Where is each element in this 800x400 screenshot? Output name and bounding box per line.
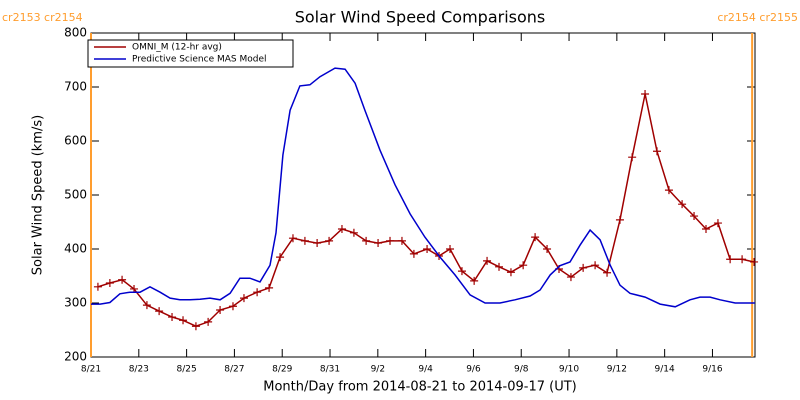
legend-label: Predictive Science MAS Model (132, 55, 267, 65)
data-point (690, 212, 699, 221)
data-point (265, 283, 274, 292)
y-tick-label: 600 (64, 134, 87, 148)
y-tick-label: 300 (64, 296, 87, 310)
x-tick-label: 9/2 (371, 365, 385, 375)
data-point (168, 313, 177, 322)
x-tick-label: 9/16 (702, 365, 722, 375)
series-line (91, 67, 755, 308)
data-point (470, 276, 479, 285)
x-tick-label: 8/29 (272, 365, 292, 375)
data-point (678, 200, 687, 209)
data-point (531, 233, 540, 242)
data-point (276, 253, 285, 262)
x-tick-label: 8/27 (224, 365, 244, 375)
data-point (750, 257, 759, 266)
legend: OMNI_M (12-hr avg) Predictive Science MAS… (87, 39, 294, 68)
data-point (483, 256, 492, 265)
x-tick-label: 8/31 (320, 365, 340, 375)
data-point (155, 307, 164, 316)
x-tick-label: 9/14 (655, 365, 675, 375)
data-point (253, 288, 262, 297)
data-point (713, 219, 722, 228)
x-tick-label: 8/25 (176, 365, 196, 375)
data-point (362, 236, 371, 245)
data-point (579, 263, 588, 272)
data-point (325, 236, 334, 245)
data-point (386, 236, 395, 245)
y-axis-label: Solar Wind Speed (km/s) (31, 115, 46, 275)
data-point (566, 273, 575, 282)
data-point (506, 268, 515, 277)
x-tick-label: 8/23 (129, 365, 149, 375)
data-point (615, 215, 624, 224)
x-tick-label: 9/12 (607, 365, 627, 375)
data-point (457, 267, 466, 276)
data-point (204, 317, 213, 326)
data-point (446, 245, 455, 253)
x-tick-label: 9/8 (514, 365, 529, 375)
data-point (105, 279, 114, 288)
x-tick-label: 9/10 (559, 365, 579, 375)
data-point (495, 262, 504, 271)
data-point (519, 261, 528, 270)
data-point (93, 282, 102, 291)
data-point (313, 239, 322, 248)
data-point (641, 90, 650, 99)
data-point (653, 147, 662, 156)
x-axis-label: Month/Day from 2014-08-21 to 2014-09-17 … (263, 380, 576, 395)
y-tick-label: 700 (64, 80, 87, 94)
y-tick-label: 200 (64, 350, 87, 364)
data-point (738, 255, 747, 264)
data-point (628, 153, 637, 162)
data-point (142, 301, 151, 310)
y-tick-label: 400 (64, 242, 87, 256)
data-point (288, 234, 297, 243)
data-point (239, 294, 248, 303)
data-point (664, 186, 673, 195)
x-tick-label: 9/6 (466, 365, 481, 375)
data-point (726, 255, 735, 264)
data-point (423, 245, 432, 253)
data-point (374, 239, 383, 248)
data-point (337, 225, 346, 234)
data-point (300, 236, 309, 245)
data-point (179, 316, 188, 325)
data-point (397, 236, 406, 245)
legend-label: OMNI_M (12-hr avg) (132, 43, 222, 53)
x-tick-label: 8/21 (81, 365, 101, 375)
y-tick-label: 500 (64, 188, 87, 202)
x-tick-label: 9/4 (418, 365, 433, 375)
legend-box (87, 39, 294, 68)
data-point (349, 228, 358, 237)
data-point (409, 249, 418, 258)
data-point (591, 261, 600, 270)
data-point (118, 275, 127, 284)
data-point (702, 225, 711, 234)
data-point (543, 245, 552, 253)
data-point (216, 306, 225, 315)
rotation-label: cr2153 cr2154 (2, 11, 83, 24)
y-tick-label: 800 (64, 26, 87, 40)
chart-title: Solar Wind Speed Comparisons (295, 8, 546, 27)
data-point (191, 322, 200, 331)
rotation-label: cr2154 cr2155 (717, 11, 798, 24)
data-point (603, 268, 612, 277)
data-point (228, 302, 237, 311)
